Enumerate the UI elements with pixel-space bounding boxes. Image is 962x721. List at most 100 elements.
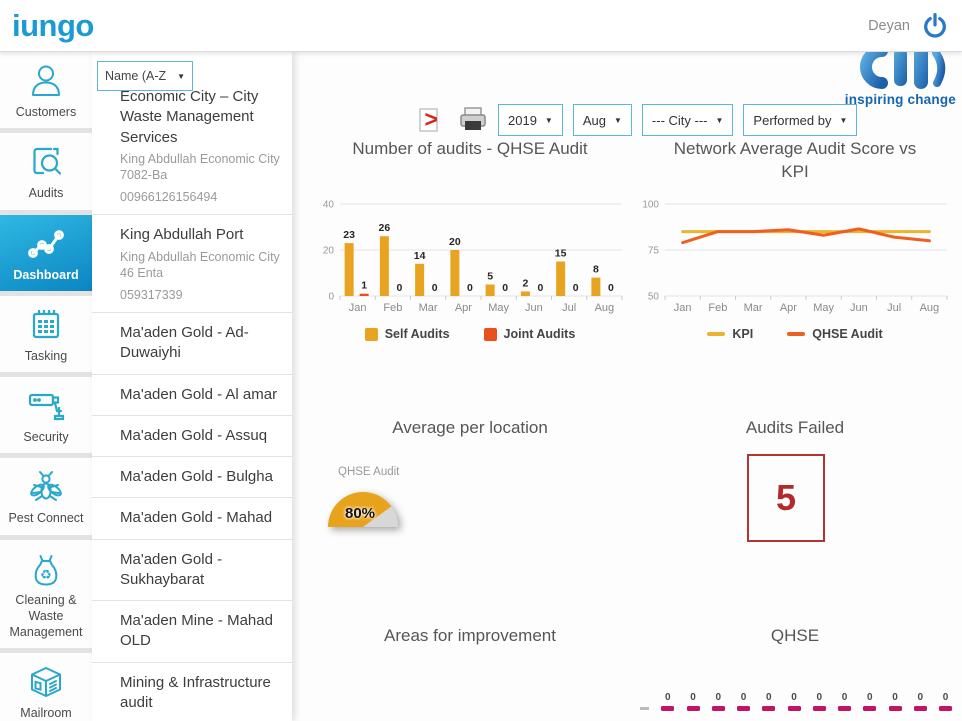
legend-swatch (787, 332, 806, 336)
sidebar-item-label: Pest Connect (8, 511, 84, 526)
legend-swatch (364, 327, 378, 341)
brand-tagline: inspiring change (844, 92, 956, 107)
svg-text:Feb: Feb (708, 302, 727, 314)
sidebar-item-mailroom[interactable]: Mailroom (0, 653, 92, 721)
package-box-icon (2, 662, 90, 702)
location-list-item[interactable]: Ma'aden Gold - Bulgha (92, 457, 292, 499)
sidebar-item-cleaning-waste-management[interactable]: ♻ Cleaning & Waste Management (0, 539, 92, 649)
sidebar-item-audits[interactable]: Audits (0, 133, 92, 210)
mini-bar-value: 0 (917, 692, 924, 703)
month-select[interactable]: Aug ▼ (572, 104, 632, 136)
legend-item: Joint Audits (483, 327, 575, 341)
svg-text:0: 0 (396, 282, 402, 294)
performed-by-select-value: Performed by (753, 112, 832, 128)
fly-icon (2, 467, 90, 507)
locations-list: Economic City – City Waste Management Se… (92, 77, 292, 721)
mini-bar-mark (661, 706, 675, 711)
sidebar-item-label: Customers (15, 105, 77, 119)
filter-toolbar: > 2019 ▼ Aug ▼ -- (418, 104, 858, 136)
sidebar-item-label: Mailroom (20, 706, 72, 721)
sidebar-item-label: Security (23, 430, 69, 444)
location-list-item[interactable]: Ma'aden Mine - Mahad OLD (92, 601, 292, 663)
legend-item: Self Audits (364, 327, 450, 341)
mini-bar: 0 (711, 692, 725, 711)
svg-text:Apr: Apr (455, 302, 472, 314)
logout-power-icon[interactable] (922, 13, 948, 39)
mini-bar-value: 0 (690, 692, 696, 703)
iungo-logo: iungo (12, 7, 94, 43)
location-list-item[interactable]: Economic City – City Waste Management Se… (92, 77, 292, 216)
mini-bar: 0 (863, 692, 877, 711)
svg-text:5: 5 (487, 271, 493, 283)
mini-bar-mark (863, 706, 877, 711)
cctv-camera-icon (2, 386, 90, 426)
sidebar-item-dashboard[interactable]: Dashboard (0, 214, 92, 291)
sidebar-item-pest-connect[interactable]: Pest Connect (0, 458, 92, 535)
export-pdf-icon[interactable]: > (418, 105, 448, 135)
print-icon[interactable] (458, 105, 488, 135)
location-list-item[interactable]: Ma'aden Gold - Ad-Duwaiyhi (92, 313, 292, 375)
mini-bar: 0 (661, 692, 675, 711)
performed-by-select[interactable]: Performed by ▼ (743, 104, 858, 136)
waste-bag-icon: ♻ (2, 549, 90, 589)
location-list-item[interactable]: Ma'aden Gold - Al amar (92, 375, 292, 416)
chevron-down-icon: ▼ (544, 115, 553, 125)
line-chart-title: Network Average Audit Score vs KPI (673, 139, 917, 181)
svg-text:Jan: Jan (674, 302, 692, 314)
svg-text:50: 50 (648, 292, 660, 303)
mini-bar-mark (812, 706, 826, 711)
svg-text:2: 2 (522, 277, 528, 289)
svg-text:1: 1 (361, 280, 367, 292)
chevron-down-icon: ▼ (613, 115, 622, 125)
sidebar-item-label: Dashboard (13, 267, 79, 282)
gauge-value: 80% (344, 505, 376, 522)
svg-text:Aug: Aug (920, 302, 940, 314)
svg-text:0: 0 (467, 282, 473, 294)
line-chart-legend: KPI QHSE Audit (635, 327, 955, 341)
year-select[interactable]: 2019 ▼ (498, 104, 563, 136)
svg-text:Aug: Aug (595, 302, 615, 314)
sort-select[interactable]: Name (A-Z ▼ (97, 61, 193, 91)
qhse-zero-bar-chart: 0 0 0 0 0 0 0 0 0 0 0 0 (640, 692, 952, 711)
svg-text:8: 8 (593, 264, 599, 276)
audits-failed-title: Audits Failed (745, 418, 845, 437)
location-list-item[interactable]: Mining & Infrastructure audit (92, 663, 292, 721)
city-select[interactable]: --- City --- ▼ (641, 104, 734, 136)
location-list-item[interactable]: Ma'aden Gold - Assuq (92, 416, 292, 457)
location-title: Ma'aden Gold - Mahad (120, 509, 273, 527)
mini-bar-mark (711, 706, 725, 711)
city-select-value: --- City --- (651, 112, 708, 128)
location-list-item[interactable]: King Abdullah Port King Abdullah Economic… (92, 215, 292, 313)
sort-row: Name (A-Z ▼ (92, 52, 292, 91)
dashboard-chart-icon (2, 224, 90, 264)
bar-chart-title: Number of audits - QHSE Audit (352, 139, 588, 158)
svg-text:26: 26 (379, 222, 391, 234)
location-list-item[interactable]: Ma'aden Gold - Mahad (92, 498, 292, 540)
svg-text:40: 40 (323, 200, 335, 211)
chevron-down-icon: ▼ (715, 115, 724, 125)
location-list-item[interactable]: Ma'aden Gold - Sukhaybarat (92, 540, 292, 601)
location-title: Mining & Infrastructure audit (120, 673, 271, 711)
svg-text:May: May (488, 302, 509, 314)
sidebar-item-label: Cleaning & Waste Management (9, 592, 83, 640)
mini-bar-mark (762, 706, 776, 711)
mini-bar-value: 0 (892, 692, 898, 703)
sidebar-item-tasking[interactable]: Tasking (0, 295, 92, 372)
mini-bar-value: 0 (791, 692, 797, 703)
mini-bar-value: 0 (866, 692, 873, 703)
svg-text:0: 0 (573, 282, 579, 294)
location-address: King Abdullah Economic City 46 Enta (120, 249, 280, 280)
qhse-title: QHSE (770, 626, 820, 645)
svg-text:0: 0 (502, 282, 508, 294)
sidebar-item-security[interactable]: Security (0, 377, 92, 454)
score-line-chart-panel: Network Average Audit Score vs KPI 50 75 1… (635, 138, 955, 341)
location-title: Ma'aden Gold - Sukhaybarat (120, 550, 223, 588)
mini-bar-value: 0 (765, 692, 772, 703)
user-name[interactable]: Deyan (868, 18, 910, 34)
dashboard-main: inspiring change > (292, 52, 962, 721)
chevron-down-icon: ▼ (839, 115, 848, 125)
sidebar-item-customers[interactable]: Customers (0, 52, 92, 129)
sort-select-value: Name (A-Z (105, 69, 167, 83)
svg-text:Jun: Jun (850, 302, 868, 314)
